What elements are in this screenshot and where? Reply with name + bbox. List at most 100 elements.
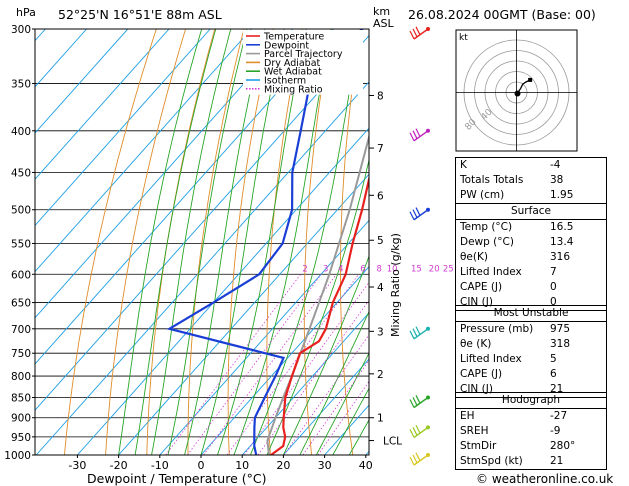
mixing-ratio-label: 4 [338,264,343,274]
asl-unit: ASL [373,17,394,30]
hodo-row: SREH -9 [456,424,606,439]
hodo-row: EH -27 [456,409,606,424]
mixing-ratio-line [302,359,369,455]
isotherm-line [35,81,369,455]
isotherm-line [35,29,211,227]
wet-adiabat-line [233,29,332,455]
surface-value: 0 [550,296,557,308]
unstable-key: Pressure (mb) [460,323,534,335]
isotherm-line [35,29,335,365]
wet-adiabat-line [134,29,217,455]
surface-key: Dewp (°C) [460,236,514,248]
surface-panel: Surface Temp (°C) 16.5 Dewp (°C) 13.4 θe(K… [455,203,607,311]
wet-adiabat-line [315,352,369,455]
mixing-ratio-line [165,274,301,455]
surface-key: CAPE (J) [460,281,503,293]
plot-area [35,29,369,455]
km-tick-label: 2 [377,369,384,381]
unstable-value: 6 [550,368,557,380]
hodo-row: StmSpd (kt) 21 [456,454,606,469]
wind-barb [413,28,429,40]
surface-value: 316 [550,251,571,263]
wind-barb-dot [426,128,430,133]
dry-adiabat-line [105,29,187,455]
hodograph-end-marker [528,77,533,82]
wind-barb-flag [412,209,418,218]
wind-barb-flag [409,429,415,438]
wind-barb-dot [426,453,430,457]
mixing-ratio-label: 10 [387,264,398,274]
legend-label: Dry Adiabat [264,58,321,69]
legend-label: Isotherm [264,76,306,87]
wet-adiabat-line [167,29,248,455]
wet-adiabat-line [299,310,369,455]
km-tick-label: 6 [377,190,384,202]
surface-title: Surface [456,204,606,220]
km-tick-label: 7 [377,143,384,155]
index-key: PW (cm) [460,189,505,201]
wet-adiabat-line [200,29,285,455]
temperature-tick-label: 0 [198,459,205,472]
wind-barb [413,426,429,438]
km-tick-label: 4 [377,282,384,294]
pressure-tick-label: 700 [11,324,31,336]
surface-key: Temp (°C) [460,221,513,233]
plot-frame [34,28,370,456]
mixing-ratio-label: 15 [411,264,422,274]
hodo-key: SREH [460,425,489,437]
hodograph-unit-label: kt [459,33,468,43]
wind-barb-flag [412,28,418,38]
surface-row: Lifted Index 7 [456,265,606,280]
dry-adiabat-line [339,29,362,455]
wind-barb [413,396,429,409]
legend-label: Temperature [263,32,324,43]
pressure-tick-label: 450 [11,167,31,179]
wet-adiabat-line [266,157,369,455]
lcl-label: LCL [383,436,402,448]
wind-barb-flag [412,130,418,139]
wind-barb-flag [412,397,418,406]
pressure-tick-label: 500 [11,205,31,217]
pressure-tick-label: 800 [11,371,31,383]
unstable-row: Pressure (mb) 975 [456,322,606,337]
km-unit: km [373,5,391,18]
temperature-tick-label: -30 [68,459,86,472]
pressure-tick-label: 850 [11,392,31,404]
temperature-tick-label: 40 [359,459,373,472]
legend-label: Mixing Ratio [264,84,323,95]
mixing-ratio-label: 8 [377,264,382,274]
wind-barb-flag [415,128,421,137]
wind-barb-dot [426,326,430,331]
mixing-ratio-label: 20 [429,264,440,274]
x-axis-title: Dewpoint / Temperature (°C) [87,471,267,486]
wind-barb-flag [409,456,415,466]
hodo-value: -9 [550,425,561,437]
pressure-tick-label: 950 [11,432,31,444]
temperature-tick-label: -10 [151,459,169,472]
unstable-row: Lifted Index 5 [456,352,606,367]
wind-barb-dot [426,27,430,31]
hodograph-panel: Hodograph EH -27 SREH -9 StmDir 280° StmSpd… [455,392,607,470]
dry-adiabat-line [146,29,216,455]
surface-row: CAPE (J) 0 [456,280,606,295]
surface-value: 0 [550,281,557,293]
wind-barb-flag [412,427,418,436]
pressure-tick-label: 750 [11,348,31,360]
pressure-tick-label: 900 [11,413,31,425]
legend-label: Wet Adiabat [264,67,322,78]
wind-barb-flag [409,30,415,40]
wind-barb [413,209,429,221]
wind-barb-flag [415,424,421,434]
hodo-row: StmDir 280° [456,439,606,454]
isotherm-line [35,29,170,180]
pressure-tick-label: 600 [11,269,31,281]
temperature-tick-label: -20 [110,459,128,472]
index-value: 1.95 [550,189,574,201]
km-tick-label: 3 [377,326,384,338]
pressure-tick-label: 650 [11,298,31,310]
wind-barb-flag [415,326,421,335]
legend-label: Dewpoint [264,40,309,51]
wind-barb [413,454,429,466]
mixing-ratio-label: 3 [323,264,328,274]
